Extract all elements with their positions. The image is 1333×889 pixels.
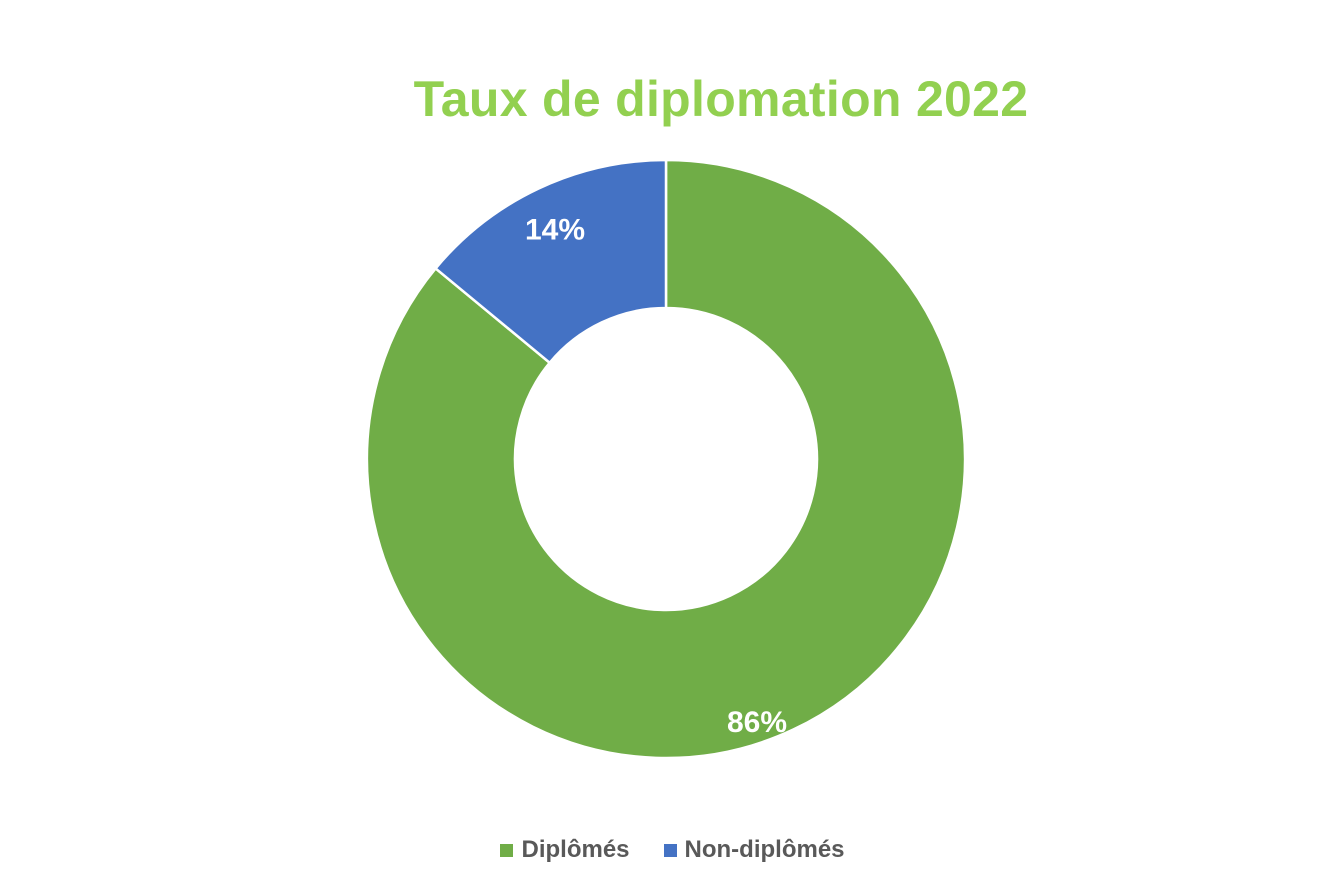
legend-swatch-diplomes <box>500 843 514 857</box>
legend-swatch-non-diplomes <box>663 843 677 857</box>
slice-label-non-diplomes: 14% <box>525 214 585 247</box>
slice-diplomes[interactable] <box>365 158 967 760</box>
chart-title: Taux de diplomation 2022 <box>413 71 1029 127</box>
legend-item-diplomes[interactable]: Diplômés <box>500 836 630 864</box>
legend: Diplômés Non-diplômés <box>0 836 1333 864</box>
legend-label-non-diplomes: Non-diplômés <box>684 836 845 863</box>
legend-item-non-diplomes[interactable]: Non-diplômés <box>663 836 845 864</box>
legend-label-diplomes: Diplômés <box>521 836 630 863</box>
slice-label-diplomes: 86% <box>727 706 787 739</box>
slice-non-diplomes[interactable] <box>433 158 668 365</box>
